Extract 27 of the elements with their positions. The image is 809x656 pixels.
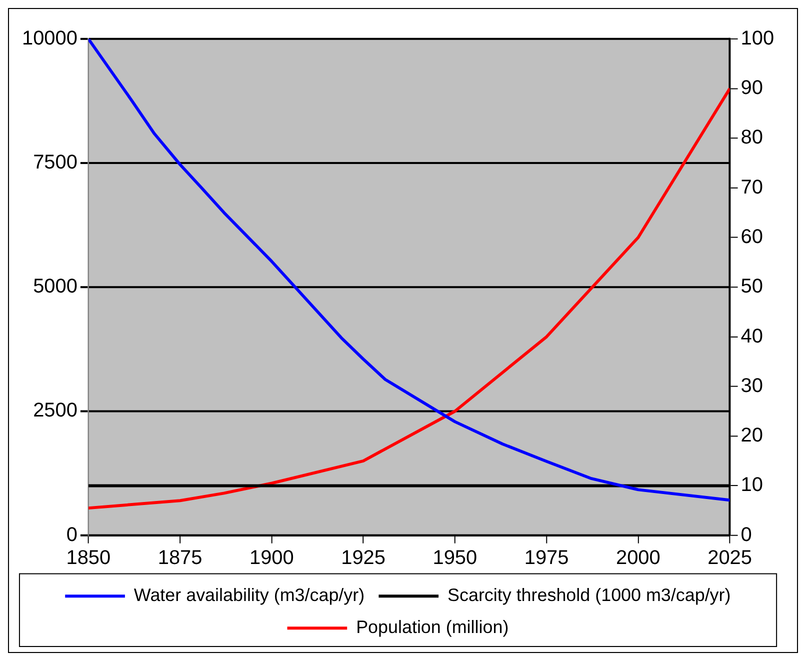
x-tick-label: 2025 [708, 546, 752, 569]
y2-tick-label: 30 [740, 374, 763, 397]
y2-tick-label: 90 [740, 77, 763, 100]
legend-label: Population (million) [356, 617, 509, 638]
y2-tick-label: 0 [740, 524, 752, 546]
x-tick-label: 1850 [66, 546, 111, 569]
x-tick-label: 1950 [432, 546, 478, 569]
legend-label: Scarcity threshold (1000 m3/cap/yr) [448, 585, 731, 606]
x-tick-label: 2000 [616, 546, 660, 569]
y2-tick-label: 40 [740, 325, 763, 348]
x-tick-label: 1975 [524, 546, 569, 569]
y2-tick-label: 60 [740, 226, 763, 248]
y2-tick-label: 10 [740, 474, 763, 496]
x-tick-label: 1875 [158, 546, 202, 569]
y-tick-label: 5000 [33, 276, 78, 298]
x-tick-label: 1900 [249, 546, 294, 569]
y-tick-label: 0 [66, 524, 78, 546]
x-tick-label: 1925 [341, 546, 386, 569]
legend-label: Water availability (m3/cap/yr) [134, 585, 365, 606]
y2-tick-label: 50 [740, 276, 763, 298]
y2-tick-label: 20 [740, 424, 763, 447]
y-tick-label: 7500 [33, 152, 78, 174]
y2-tick-label: 80 [740, 126, 763, 149]
y-tick-label: 2500 [33, 400, 78, 422]
y2-tick-label: 100 [740, 27, 774, 50]
y2-tick-label: 70 [740, 176, 763, 198]
y-tick-label: 10000 [22, 27, 78, 50]
